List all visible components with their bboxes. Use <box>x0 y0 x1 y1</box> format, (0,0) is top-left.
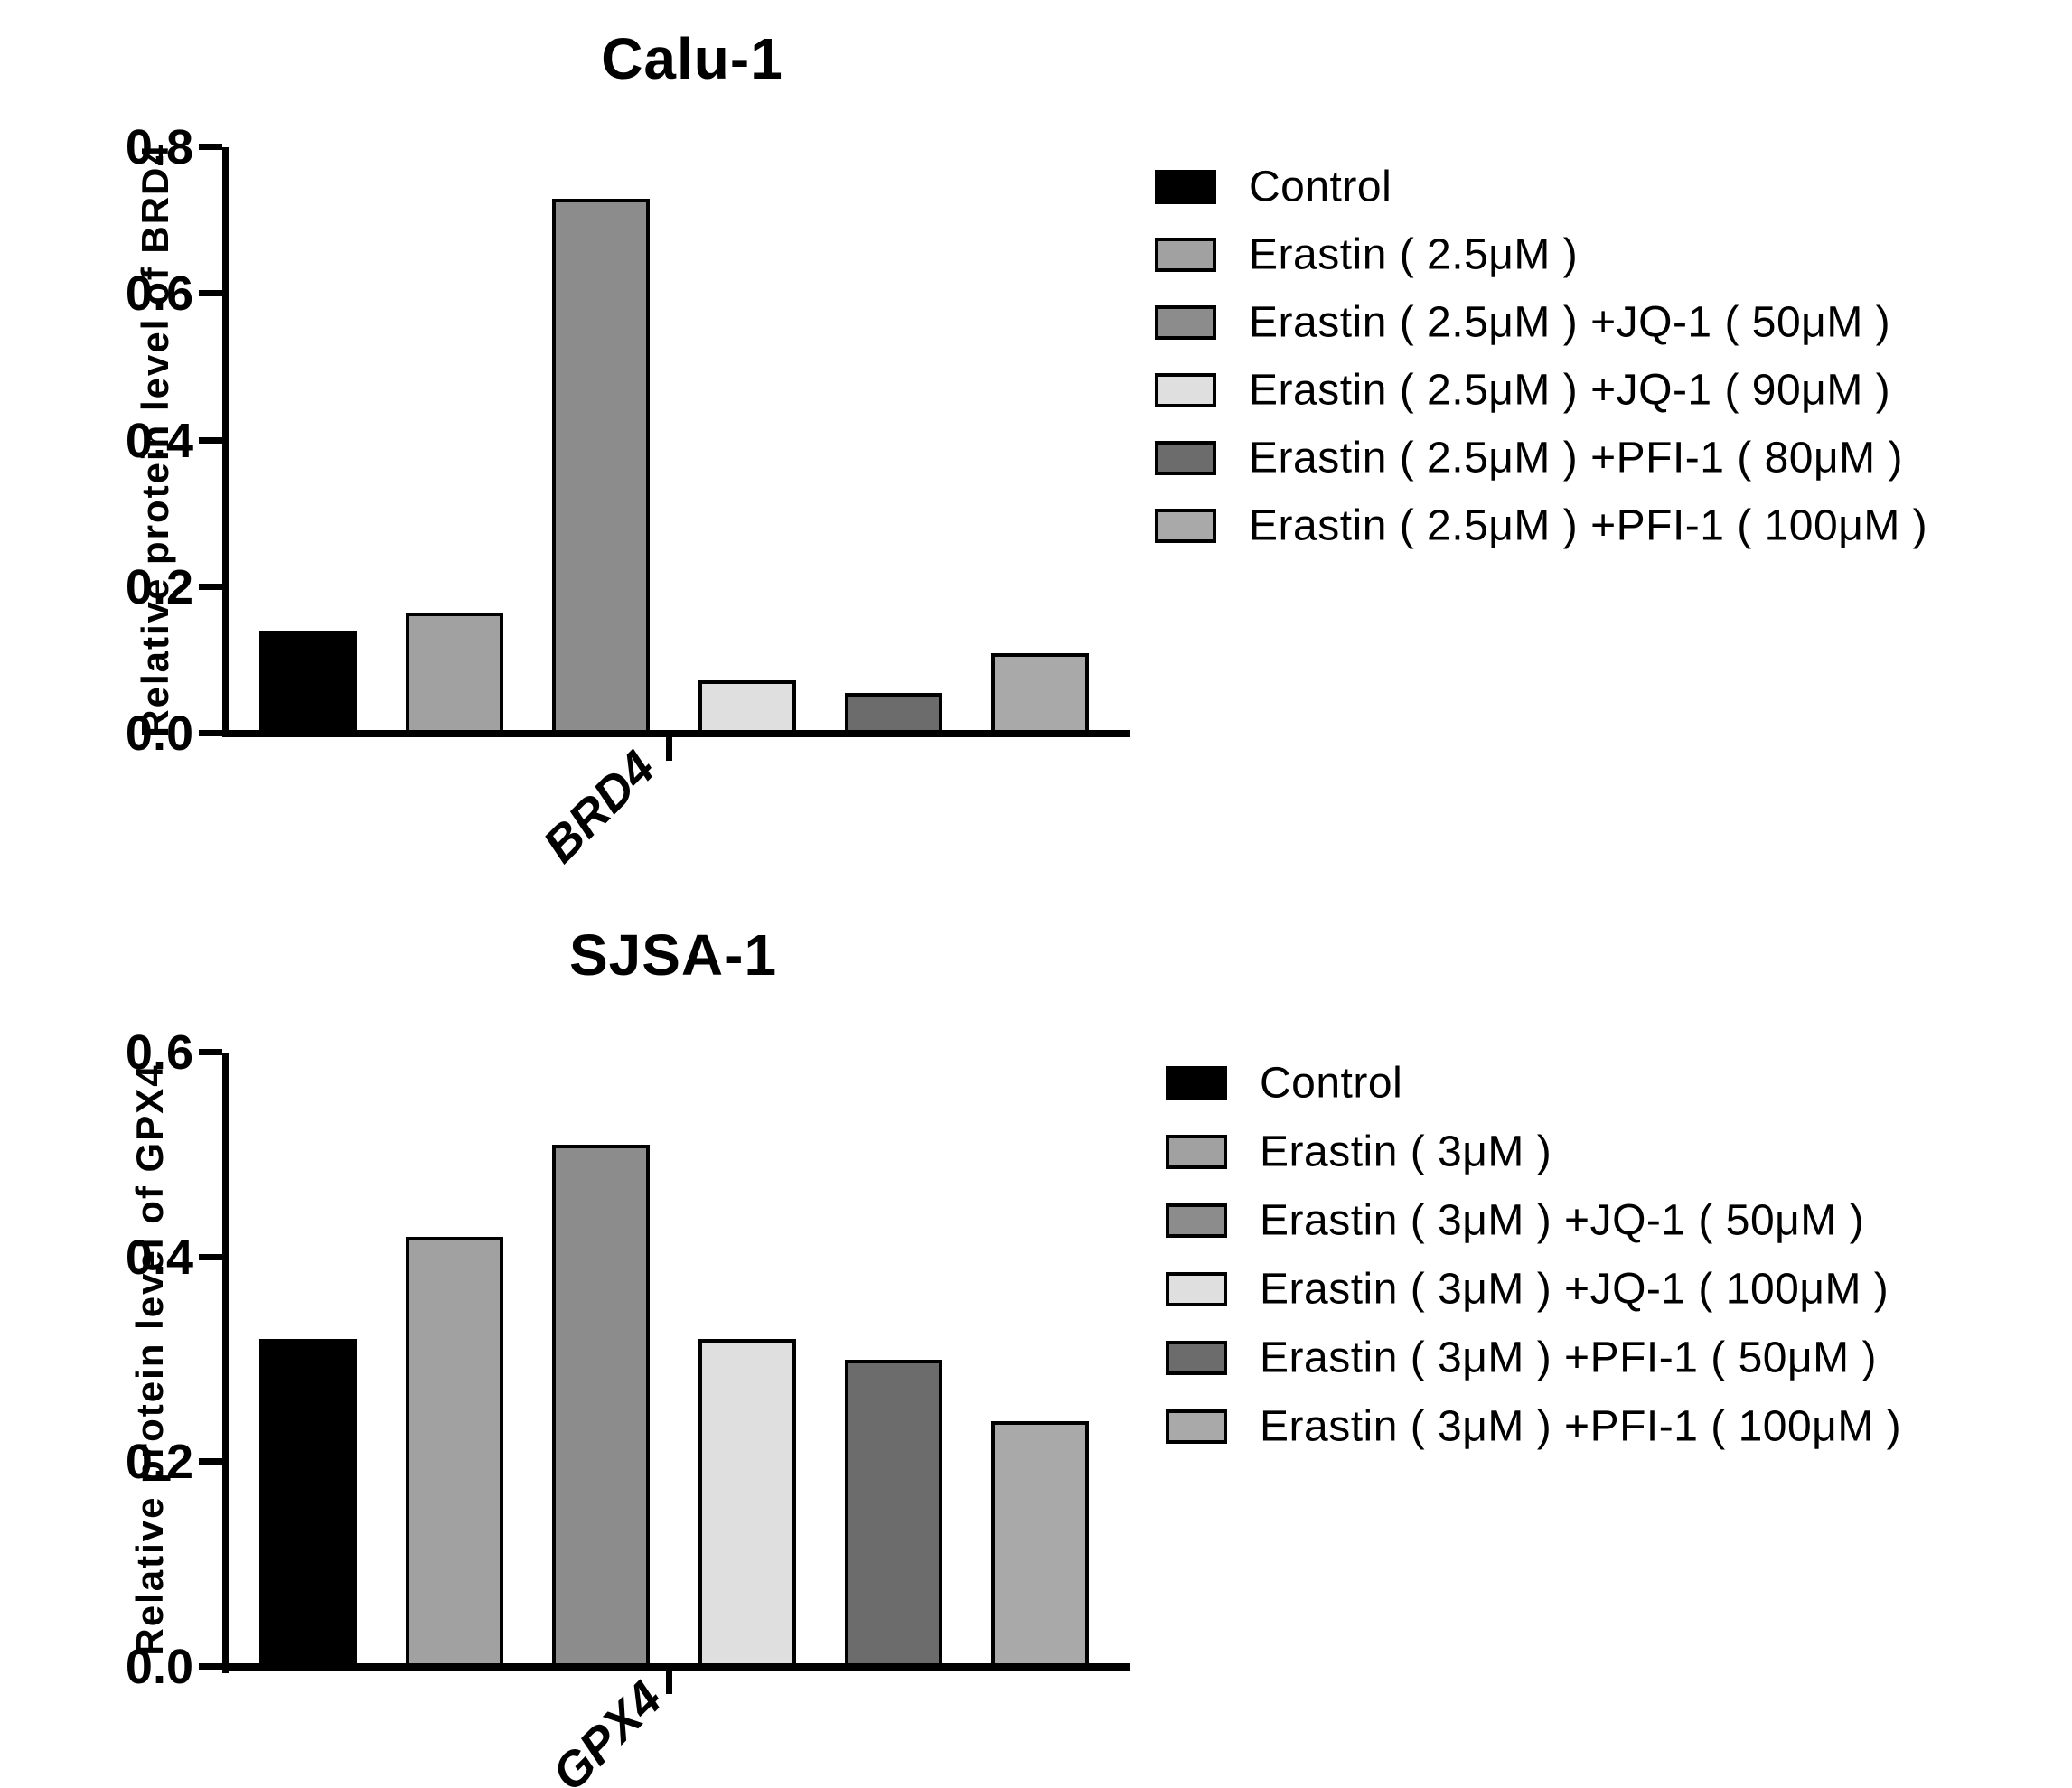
legend-swatch <box>1155 170 1216 204</box>
legend-label: Erastin ( 2.5μM ) +PFI-1 ( 80μM ) <box>1249 434 1903 482</box>
y-tick-label: 0.2 <box>125 1435 193 1490</box>
y-tick <box>199 583 222 590</box>
chart1-category-tick <box>666 737 672 761</box>
legend-swatch <box>1166 1203 1227 1238</box>
y-tick-label: 0.0 <box>125 707 193 761</box>
y-tick-label: 0.4 <box>125 413 193 468</box>
chart1-y-axis <box>222 147 229 737</box>
chart2-y-axis <box>222 1053 229 1673</box>
legend-swatch <box>1155 305 1216 340</box>
bar <box>991 1421 1089 1667</box>
legend-label: Erastin ( 3μM ) +JQ-1 ( 100μM ) <box>1260 1265 1889 1314</box>
y-tick <box>199 436 222 444</box>
y-tick <box>199 1049 222 1055</box>
chart2-category-tick <box>666 1671 672 1694</box>
legend-label: Erastin ( 2.5μM ) +PFI-1 ( 100μM ) <box>1249 501 1928 550</box>
chart1-category-label: BRD4 <box>532 740 666 874</box>
legend-swatch <box>1155 509 1216 543</box>
legend-label: Erastin ( 3μM ) +JQ-1 ( 50μM ) <box>1260 1196 1865 1245</box>
y-tick-label: 0.0 <box>125 1640 193 1694</box>
y-tick <box>199 290 222 297</box>
y-tick-label: 0.6 <box>125 1025 193 1080</box>
chart2-title: SJSA-1 <box>568 922 778 988</box>
bar <box>845 1360 942 1667</box>
bar <box>259 1339 357 1667</box>
legend-label: Erastin ( 2.5μM ) +JQ-1 ( 90μM ) <box>1249 366 1891 415</box>
bar <box>845 693 942 734</box>
chart2-x-axis <box>222 1663 1130 1671</box>
chart2-category-label: GPX4 <box>541 1671 673 1788</box>
legend-swatch <box>1166 1066 1227 1100</box>
bar <box>552 198 650 734</box>
bar <box>991 652 1089 734</box>
legend-label: Control <box>1249 163 1392 211</box>
legend-swatch <box>1155 373 1216 407</box>
legend-swatch <box>1166 1272 1227 1306</box>
legend-swatch <box>1166 1409 1227 1444</box>
legend-label: Control <box>1260 1059 1403 1108</box>
y-tick-label: 0.6 <box>125 267 193 322</box>
bar <box>698 679 796 734</box>
y-tick <box>199 144 222 150</box>
bar <box>406 1237 503 1667</box>
legend-swatch <box>1155 238 1216 272</box>
chart1-title: Calu-1 <box>601 26 783 91</box>
legend-swatch <box>1155 441 1216 475</box>
bar <box>259 631 357 734</box>
y-tick-label: 0.4 <box>125 1230 193 1285</box>
legend-label: Erastin ( 3μM ) +PFI-1 ( 50μM ) <box>1260 1334 1877 1382</box>
y-tick <box>199 1458 222 1465</box>
legend-label: Erastin ( 3μM ) +PFI-1 ( 100μM ) <box>1260 1402 1902 1451</box>
legend-label: Erastin ( 3μM ) <box>1260 1128 1552 1176</box>
y-tick <box>199 730 222 736</box>
legend-swatch <box>1166 1341 1227 1375</box>
y-tick <box>199 1253 222 1260</box>
chart1-x-axis <box>222 730 1130 737</box>
bar <box>698 1339 796 1667</box>
bar <box>552 1145 650 1667</box>
legend-label: Erastin ( 2.5μM ) +JQ-1 ( 50μM ) <box>1249 298 1891 347</box>
legend-label: Erastin ( 2.5μM ) <box>1249 230 1579 279</box>
y-tick <box>199 1663 222 1670</box>
legend-swatch <box>1166 1135 1227 1169</box>
y-tick-label: 0.2 <box>125 559 193 614</box>
y-tick-label: 0.8 <box>125 120 193 174</box>
bar <box>406 613 503 734</box>
